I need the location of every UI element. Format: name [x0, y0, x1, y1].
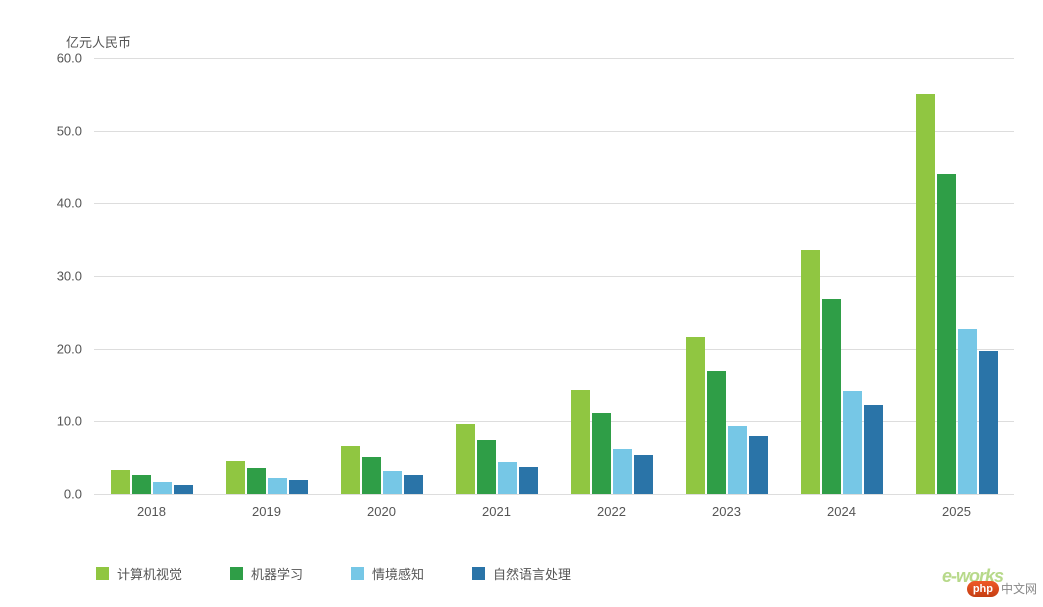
watermark-suffix: 中文网	[1001, 580, 1037, 597]
bar	[174, 485, 193, 494]
bar	[707, 371, 726, 494]
y-axis-title: 亿元人民币	[66, 32, 131, 51]
bar	[289, 480, 308, 494]
bar	[749, 436, 768, 494]
y-tick-label: 30.0	[57, 269, 82, 284]
y-tick-label: 40.0	[57, 196, 82, 211]
bar	[362, 457, 381, 494]
watermark-badge: php	[967, 581, 999, 597]
bar	[571, 390, 590, 494]
bar	[958, 329, 977, 494]
grid-line	[94, 58, 1014, 59]
bar	[613, 449, 632, 494]
y-tick-label: 0.0	[64, 487, 82, 502]
bar	[268, 478, 287, 494]
y-tick-label: 20.0	[57, 341, 82, 356]
bar	[456, 424, 475, 494]
legend-label: 计算机视觉	[117, 564, 182, 583]
bar	[341, 446, 360, 494]
bar	[477, 440, 496, 494]
x-tick-label: 2019	[252, 504, 281, 519]
y-tick-label: 50.0	[57, 123, 82, 138]
grid-line	[94, 349, 1014, 350]
chart-container: 亿元人民币 0.010.020.030.040.050.060.02018201…	[30, 18, 1020, 558]
x-tick-label: 2025	[942, 504, 971, 519]
grid-line	[94, 494, 1014, 495]
x-tick-label: 2021	[482, 504, 511, 519]
bar	[153, 482, 172, 494]
bar	[979, 351, 998, 494]
bar	[592, 413, 611, 494]
legend-swatch	[472, 567, 485, 580]
bar	[404, 475, 423, 494]
legend-item: 自然语言处理	[472, 564, 571, 583]
bar	[247, 468, 266, 494]
bar	[728, 426, 747, 494]
bar	[843, 391, 862, 494]
x-tick-label: 2020	[367, 504, 396, 519]
bar	[226, 461, 245, 494]
bar	[111, 470, 130, 494]
plot-area: 0.010.020.030.040.050.060.02018201920202…	[94, 58, 1014, 494]
bar	[916, 94, 935, 494]
legend-label: 自然语言处理	[493, 564, 571, 583]
bar	[519, 467, 538, 494]
legend-label: 情境感知	[372, 564, 424, 583]
x-tick-label: 2018	[137, 504, 166, 519]
bar	[498, 462, 517, 494]
y-tick-label: 60.0	[57, 51, 82, 66]
legend: 计算机视觉 机器学习 情境感知 自然语言处理	[96, 564, 571, 583]
legend-item: 情境感知	[351, 564, 424, 583]
grid-line	[94, 131, 1014, 132]
legend-swatch	[230, 567, 243, 580]
x-tick-label: 2022	[597, 504, 626, 519]
grid-line	[94, 203, 1014, 204]
bar	[686, 337, 705, 494]
grid-line	[94, 276, 1014, 277]
watermark-php: php 中文网	[967, 580, 1037, 597]
legend-item: 机器学习	[230, 564, 303, 583]
bar	[801, 250, 820, 494]
x-tick-label: 2023	[712, 504, 741, 519]
x-tick-label: 2024	[827, 504, 856, 519]
legend-swatch	[96, 567, 109, 580]
bar	[383, 471, 402, 494]
bar	[937, 174, 956, 494]
y-tick-label: 10.0	[57, 414, 82, 429]
legend-item: 计算机视觉	[96, 564, 182, 583]
legend-swatch	[351, 567, 364, 580]
bar	[132, 475, 151, 494]
bar	[864, 405, 883, 494]
bar	[634, 455, 653, 494]
bar	[822, 299, 841, 494]
legend-label: 机器学习	[251, 564, 303, 583]
